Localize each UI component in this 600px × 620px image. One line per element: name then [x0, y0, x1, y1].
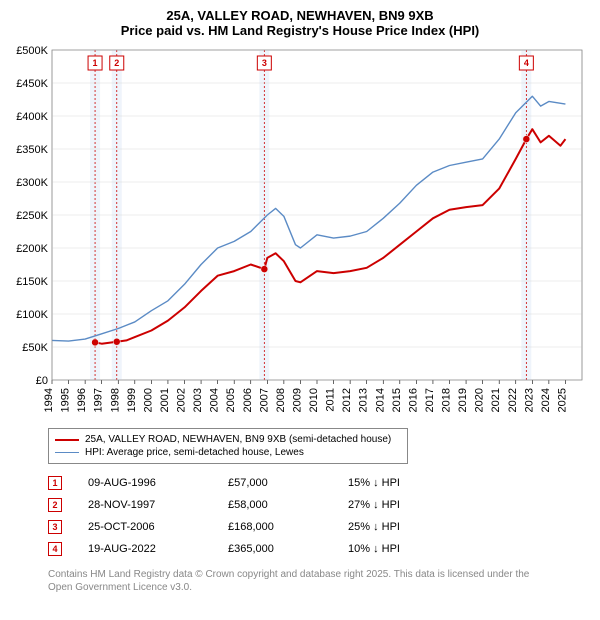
svg-text:1997: 1997 [93, 388, 105, 412]
event-date: 19-AUG-2022 [88, 538, 228, 560]
event-date: 25-OCT-2006 [88, 516, 228, 538]
legend-swatch [55, 439, 79, 441]
svg-text:1: 1 [93, 58, 98, 68]
svg-text:2023: 2023 [523, 388, 535, 412]
svg-text:2012: 2012 [341, 388, 353, 412]
svg-text:2017: 2017 [424, 388, 436, 412]
svg-text:2010: 2010 [308, 388, 320, 412]
table-row: 3 25-OCT-2006£168,00025% ↓ HPI [48, 516, 518, 538]
svg-text:2011: 2011 [325, 388, 337, 412]
event-marker: 3 [48, 520, 62, 534]
event-delta: 27% ↓ HPI [348, 494, 518, 516]
svg-text:£150K: £150K [16, 276, 48, 288]
svg-text:2007: 2007 [258, 388, 270, 412]
svg-text:£250K: £250K [16, 210, 48, 222]
svg-text:1999: 1999 [126, 388, 138, 412]
svg-text:2001: 2001 [159, 388, 171, 412]
event-price: £365,000 [228, 538, 348, 560]
svg-text:2015: 2015 [391, 388, 403, 412]
chart-title: 25A, VALLEY ROAD, NEWHAVEN, BN9 9XB [8, 8, 592, 23]
svg-text:£0: £0 [36, 375, 48, 387]
legend-label: 25A, VALLEY ROAD, NEWHAVEN, BN9 9XB (sem… [85, 434, 391, 445]
legend: 25A, VALLEY ROAD, NEWHAVEN, BN9 9XB (sem… [48, 428, 408, 464]
svg-text:1996: 1996 [76, 388, 88, 412]
svg-text:2022: 2022 [507, 388, 519, 412]
legend-swatch [55, 452, 79, 453]
svg-text:£500K: £500K [16, 45, 48, 57]
svg-text:£450K: £450K [16, 78, 48, 90]
event-delta: 10% ↓ HPI [348, 538, 518, 560]
svg-text:2004: 2004 [209, 388, 221, 412]
svg-text:2000: 2000 [142, 388, 154, 412]
svg-text:2016: 2016 [407, 388, 419, 412]
event-price: £168,000 [228, 516, 348, 538]
event-delta: 15% ↓ HPI [348, 472, 518, 494]
event-marker: 2 [48, 498, 62, 512]
svg-text:2025: 2025 [556, 388, 568, 412]
svg-text:2014: 2014 [374, 388, 386, 412]
svg-text:£100K: £100K [16, 309, 48, 321]
chart-subtitle: Price paid vs. HM Land Registry's House … [8, 23, 592, 38]
svg-text:£400K: £400K [16, 111, 48, 123]
table-row: 2 28-NOV-1997£58,00027% ↓ HPI [48, 494, 518, 516]
svg-text:2009: 2009 [291, 388, 303, 412]
legend-item: HPI: Average price, semi-detached house,… [55, 446, 401, 459]
events-table: 1 09-AUG-1996£57,00015% ↓ HPI 2 28-NOV-1997… [48, 472, 518, 560]
svg-text:1998: 1998 [109, 388, 121, 412]
svg-text:2021: 2021 [490, 388, 502, 412]
svg-text:2002: 2002 [176, 388, 188, 412]
svg-text:1995: 1995 [60, 388, 72, 412]
footnote: Contains HM Land Registry data © Crown c… [48, 568, 548, 594]
svg-text:2019: 2019 [457, 388, 469, 412]
table-row: 1 09-AUG-1996£57,00015% ↓ HPI [48, 472, 518, 494]
svg-text:£200K: £200K [16, 243, 48, 255]
table-row: 4 19-AUG-2022£365,00010% ↓ HPI [48, 538, 518, 560]
svg-text:2: 2 [114, 58, 119, 68]
event-delta: 25% ↓ HPI [348, 516, 518, 538]
price-chart: 1 2 3 4 £0 £50K £100K £150K £200K £250K £300K £350K… [8, 44, 592, 424]
svg-text:2018: 2018 [441, 388, 453, 412]
svg-text:2008: 2008 [275, 388, 287, 412]
event-date: 09-AUG-1996 [88, 472, 228, 494]
svg-text:1994: 1994 [43, 388, 55, 412]
svg-text:£300K: £300K [16, 177, 48, 189]
event-marker: 1 [48, 476, 62, 490]
svg-text:£50K: £50K [22, 342, 48, 354]
legend-item: 25A, VALLEY ROAD, NEWHAVEN, BN9 9XB (sem… [55, 433, 401, 446]
svg-text:£350K: £350K [16, 144, 48, 156]
svg-text:2003: 2003 [192, 388, 204, 412]
event-date: 28-NOV-1997 [88, 494, 228, 516]
svg-text:2024: 2024 [540, 388, 552, 412]
svg-text:2005: 2005 [225, 388, 237, 412]
svg-text:3: 3 [262, 58, 267, 68]
svg-text:2020: 2020 [474, 388, 486, 412]
svg-text:2013: 2013 [358, 388, 370, 412]
svg-text:2006: 2006 [242, 388, 254, 412]
legend-label: HPI: Average price, semi-detached house,… [85, 447, 304, 458]
event-price: £57,000 [228, 472, 348, 494]
svg-text:4: 4 [524, 58, 529, 68]
event-marker: 4 [48, 542, 62, 556]
event-price: £58,000 [228, 494, 348, 516]
